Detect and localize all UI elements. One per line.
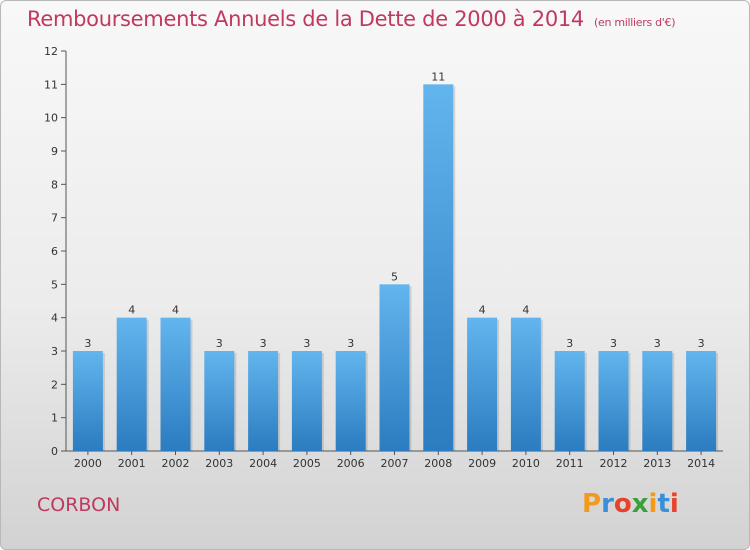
logo-letter: P bbox=[582, 489, 602, 519]
y-tick-label: 9 bbox=[51, 145, 58, 158]
bar-value-label: 3 bbox=[347, 337, 354, 350]
bar bbox=[510, 317, 541, 451]
y-tick-label: 11 bbox=[44, 78, 58, 91]
y-tick-label: 10 bbox=[44, 112, 58, 125]
x-tick-label: 2009 bbox=[468, 457, 496, 470]
bar bbox=[598, 351, 629, 451]
x-tick-label: 2002 bbox=[162, 457, 190, 470]
bar bbox=[248, 351, 279, 451]
x-tick-label: 2003 bbox=[205, 457, 233, 470]
bar-value-label: 4 bbox=[479, 304, 486, 317]
x-tick-label: 2005 bbox=[293, 457, 321, 470]
y-tick-label: 0 bbox=[51, 445, 58, 458]
y-tick-label: 2 bbox=[51, 378, 58, 391]
bar bbox=[72, 351, 103, 451]
title-unit: (en milliers d'€) bbox=[594, 16, 676, 29]
bar-value-label: 3 bbox=[303, 337, 310, 350]
y-tick-label: 7 bbox=[51, 212, 58, 225]
x-tick-label: 2014 bbox=[687, 457, 715, 470]
bar-value-label: 4 bbox=[522, 304, 529, 317]
x-tick-label: 2011 bbox=[556, 457, 584, 470]
bar-value-label: 11 bbox=[431, 70, 445, 83]
bar bbox=[686, 351, 717, 451]
logo-letter: x bbox=[631, 489, 649, 519]
y-tick-label: 8 bbox=[51, 178, 58, 191]
y-tick-label: 5 bbox=[51, 278, 58, 291]
bar bbox=[554, 351, 585, 451]
x-tick-label: 2012 bbox=[600, 457, 628, 470]
logo-letter: i bbox=[669, 489, 679, 519]
bar bbox=[379, 284, 410, 451]
x-tick-label: 2006 bbox=[337, 457, 365, 470]
proxiti-logo: Proxiti bbox=[582, 489, 679, 519]
y-tick-label: 6 bbox=[51, 245, 58, 258]
y-tick-label: 3 bbox=[51, 345, 58, 358]
bar-value-label: 4 bbox=[128, 304, 135, 317]
bar-value-label: 3 bbox=[654, 337, 661, 350]
x-tick-label: 2001 bbox=[118, 457, 146, 470]
bar-value-label: 5 bbox=[391, 270, 398, 283]
x-tick-label: 2004 bbox=[249, 457, 277, 470]
logo-letter: o bbox=[613, 489, 632, 519]
bar bbox=[335, 351, 366, 451]
bar bbox=[423, 84, 454, 451]
x-tick-label: 2007 bbox=[381, 457, 409, 470]
x-tick-label: 2013 bbox=[643, 457, 671, 470]
y-tick-label: 4 bbox=[51, 312, 58, 325]
bar-value-label: 3 bbox=[216, 337, 223, 350]
bar-value-label: 3 bbox=[260, 337, 267, 350]
logo-letter: i bbox=[648, 489, 658, 519]
x-tick-label: 2000 bbox=[74, 457, 102, 470]
bar bbox=[642, 351, 673, 451]
bar bbox=[467, 317, 498, 451]
bar bbox=[160, 317, 191, 451]
bar bbox=[204, 351, 235, 451]
bar-value-label: 3 bbox=[610, 337, 617, 350]
bar-value-label: 3 bbox=[566, 337, 573, 350]
commune-name: CORBON bbox=[37, 494, 121, 516]
x-tick-label: 2008 bbox=[424, 457, 452, 470]
bar bbox=[291, 351, 322, 451]
y-tick-label: 12 bbox=[44, 45, 58, 58]
bar-value-label: 3 bbox=[84, 337, 91, 350]
y-tick-label: 1 bbox=[51, 412, 58, 425]
x-tick-label: 2010 bbox=[512, 457, 540, 470]
bar bbox=[116, 317, 147, 451]
title-text: Remboursements Annuels de la Dette de 20… bbox=[27, 7, 584, 31]
chart-title: Remboursements Annuels de la Dette de 20… bbox=[27, 7, 675, 31]
bar-value-label: 4 bbox=[172, 304, 179, 317]
bar-value-label: 3 bbox=[698, 337, 705, 350]
logo-letter: t bbox=[657, 489, 670, 519]
logo-letter: r bbox=[601, 489, 614, 519]
